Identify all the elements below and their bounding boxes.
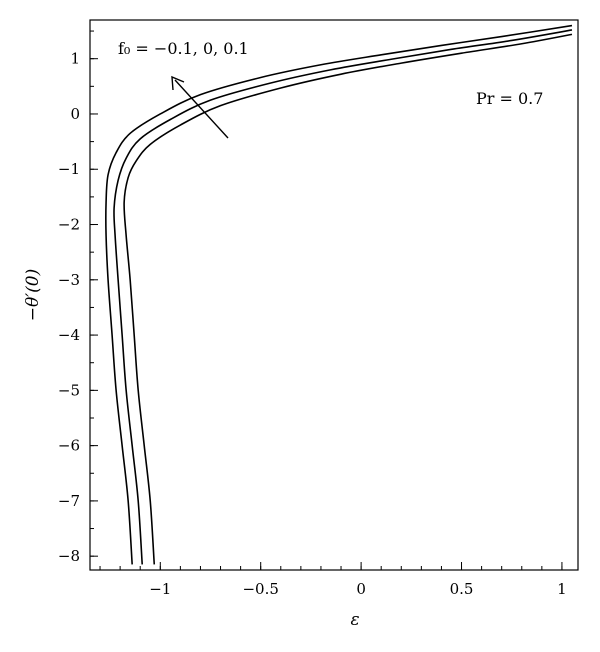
series-line-3 <box>123 33 573 565</box>
x-axis-ticks: −1 −0.5 0 0.5 1 <box>99 562 567 598</box>
y-tick-label: −5 <box>58 381 80 399</box>
x-tick-label: 1 <box>557 580 567 598</box>
y-axis-ticks: 1 0 −1 −2 −3 −4 −5 −6 −7 −8 <box>58 30 98 565</box>
x-tick-label: −1 <box>149 580 171 598</box>
x-tick-label: 0.5 <box>450 580 474 598</box>
y-tick-label: −7 <box>58 492 80 510</box>
y-tick-label: −3 <box>58 271 80 289</box>
y-tick-label: 0 <box>70 105 80 123</box>
y-tick-label: −6 <box>58 437 80 455</box>
plot-frame <box>89 19 579 571</box>
series-group <box>105 24 573 565</box>
y-tick-label: 1 <box>70 50 80 68</box>
x-axis-label: ε <box>350 610 359 630</box>
f0-annotation: f₀ = −0.1, 0, 0.1 <box>118 39 249 58</box>
y-tick-label: −4 <box>58 326 80 344</box>
y-axis-label: −θ′(0) <box>23 269 43 321</box>
direction-arrow <box>171 75 229 139</box>
x-tick-label: 0 <box>356 580 366 598</box>
y-tick-label: −1 <box>58 160 80 178</box>
series-line-2 <box>113 29 573 565</box>
y-tick-label: −2 <box>58 216 80 234</box>
x-tick-label: −0.5 <box>242 580 278 598</box>
pr-annotation: Pr = 0.7 <box>476 89 543 108</box>
series-line-1 <box>105 24 573 565</box>
y-tick-label: −8 <box>58 547 80 565</box>
